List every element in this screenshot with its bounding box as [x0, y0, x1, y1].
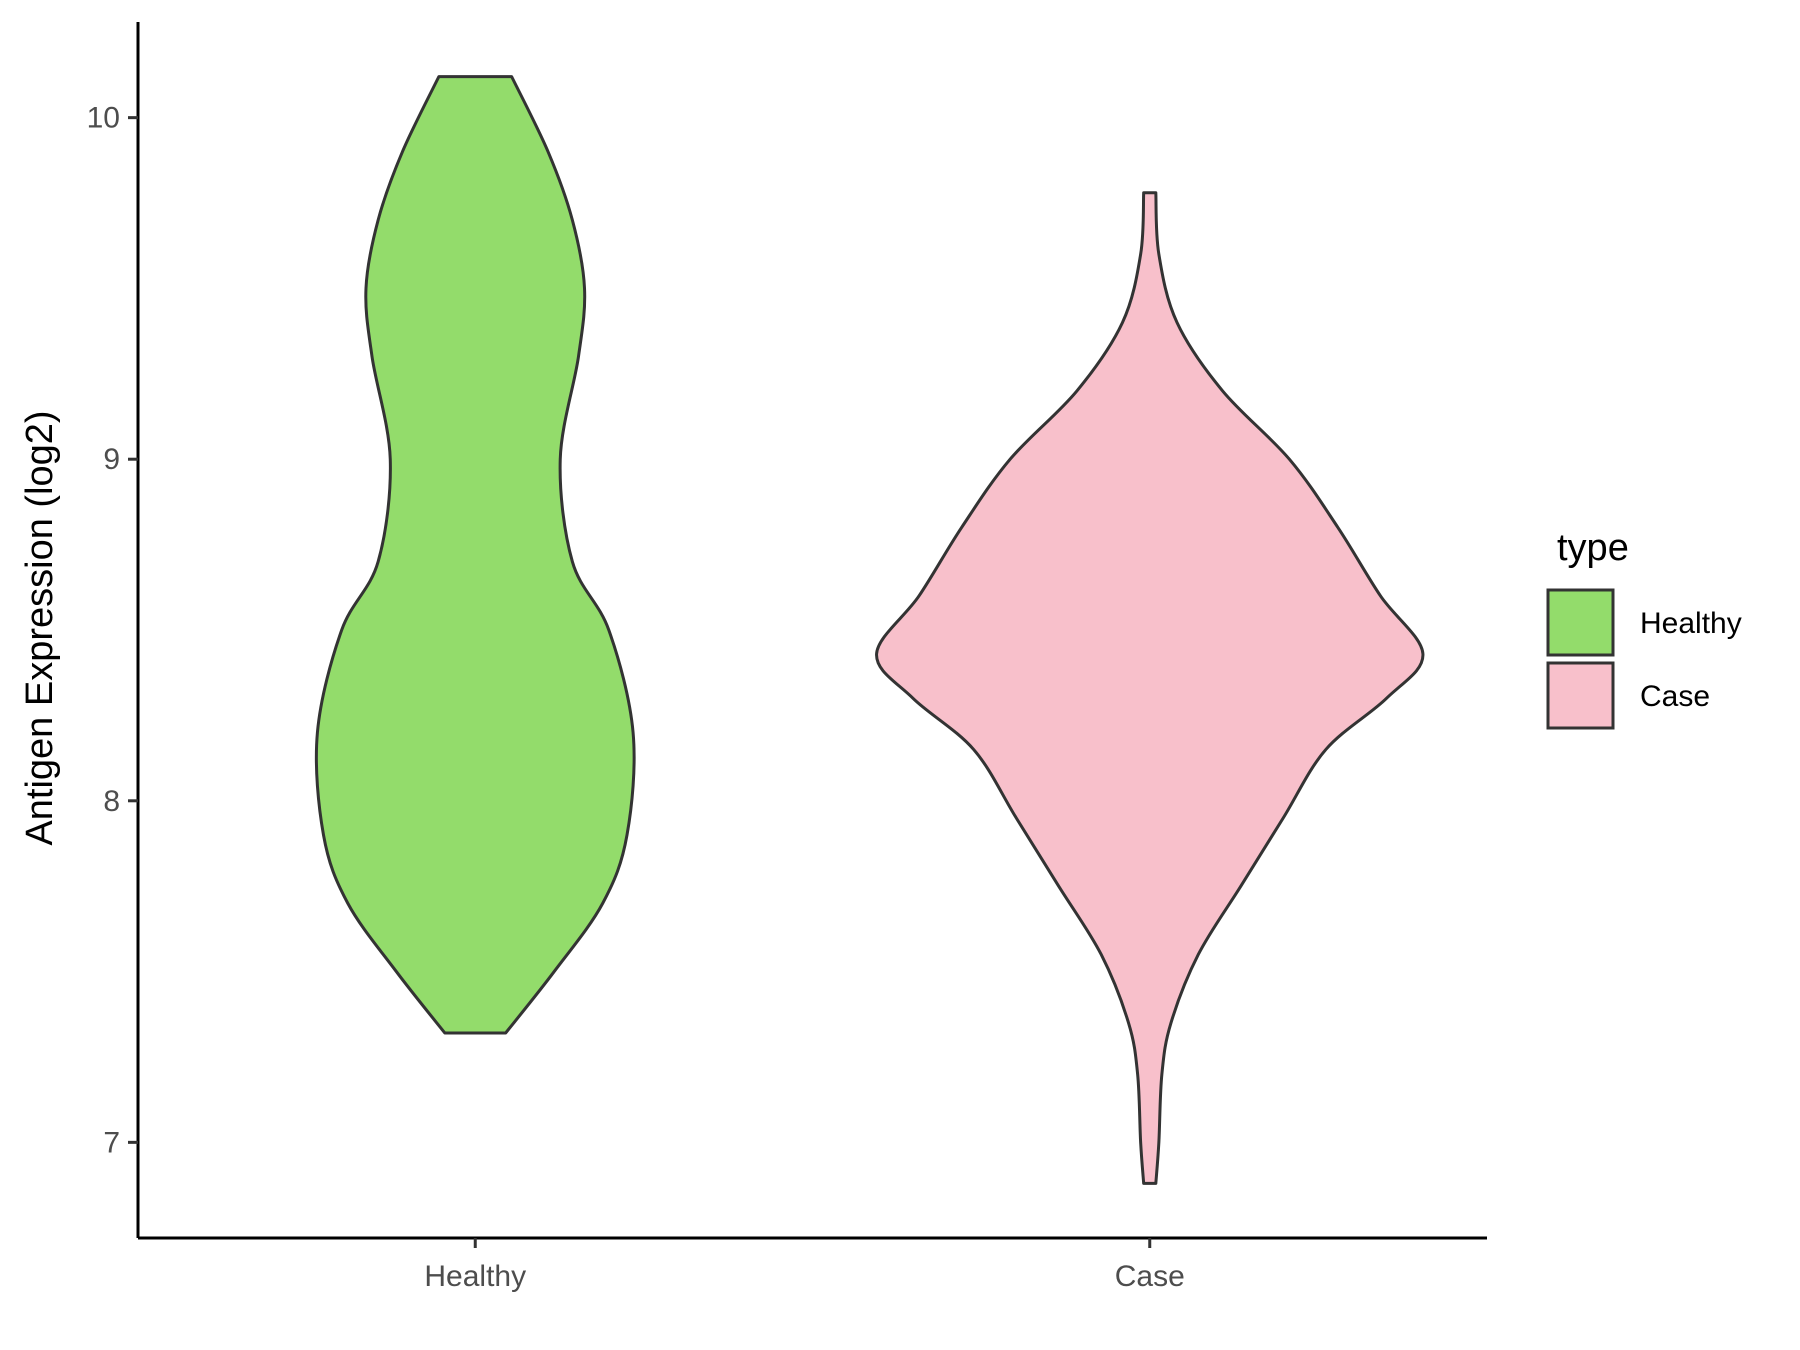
y-axis-title: Antigen Expression (log2): [19, 410, 61, 845]
y-tick-label: 7: [103, 1126, 120, 1159]
violin-healthy: [314, 75, 636, 1035]
legend-key-case: [1546, 661, 1615, 730]
legend-key-healthy: [1546, 588, 1615, 657]
y-axis: 7 8 9 10: [87, 22, 140, 1238]
y-tick-label: 10: [87, 102, 120, 135]
violin-case: [875, 191, 1425, 1185]
y-tick-label: 8: [103, 785, 120, 818]
x-tick-label: Healthy: [424, 1260, 526, 1293]
legend-label: Case: [1640, 680, 1710, 713]
legend-label: Healthy: [1640, 607, 1742, 640]
y-tick-label: 9: [103, 443, 120, 476]
x-axis: Healthy Case: [138, 1236, 1487, 1293]
legend-title: type: [1557, 527, 1629, 569]
x-tick-label: Case: [1115, 1260, 1185, 1293]
legend: type Healthy Case: [1546, 527, 1742, 730]
plot-area: [314, 75, 1425, 1185]
